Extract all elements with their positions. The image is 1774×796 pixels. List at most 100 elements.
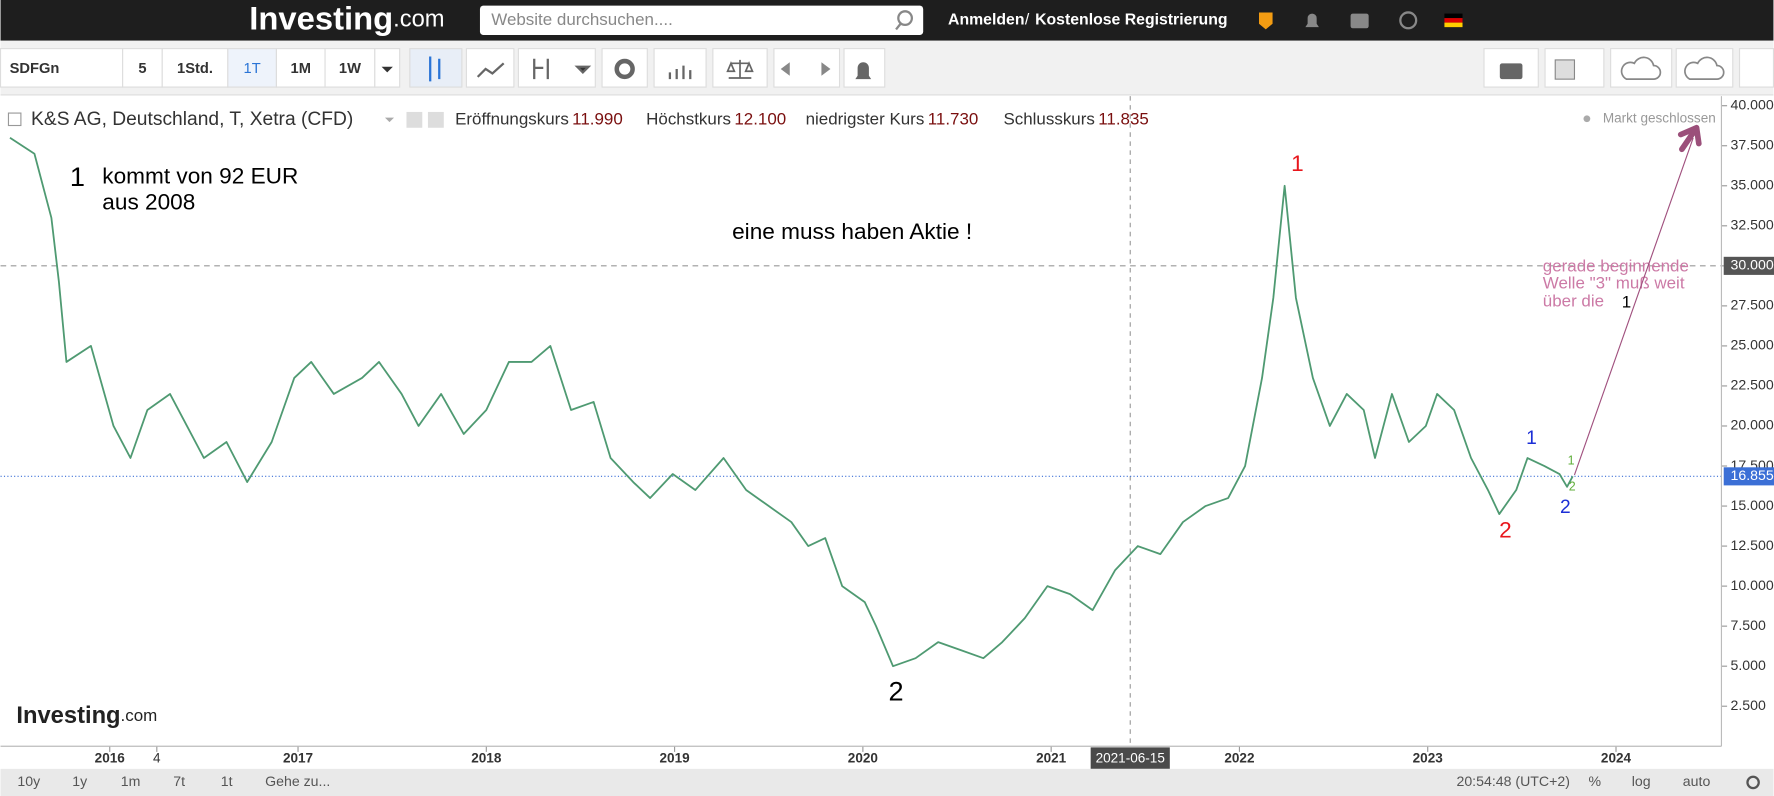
x-tick-label: 4 xyxy=(153,750,161,765)
y-tick-label: 35.000 xyxy=(1730,177,1773,193)
interval-label[interactable]: 1W xyxy=(339,61,361,77)
x-tick-label: 2020 xyxy=(848,750,878,765)
y-tick-label: 5.000 xyxy=(1730,657,1765,673)
watermark-main: Investing xyxy=(16,703,120,729)
price-line xyxy=(9,136,1574,668)
search-icon[interactable] xyxy=(897,10,914,27)
field-value: 11.730 xyxy=(928,109,979,128)
bell-icon[interactable] xyxy=(1305,13,1319,28)
search-box[interactable] xyxy=(479,5,924,36)
search-placeholder: Website durchsuchen.... xyxy=(491,10,673,29)
interval-button[interactable] xyxy=(161,48,229,88)
scale-option[interactable]: log xyxy=(1632,773,1651,789)
login-link[interactable]: Anmelden xyxy=(948,12,1024,29)
interval-label[interactable]: 1M xyxy=(291,61,311,77)
x-tick-label: 2024 xyxy=(1601,750,1632,765)
field-value: 12.100 xyxy=(734,109,786,128)
logo-suffix: .com xyxy=(393,7,444,33)
annotation: eine muss haben Aktie ! xyxy=(732,219,972,244)
x-tick-label: 2022 xyxy=(1224,750,1254,765)
field-value: 11.990 xyxy=(572,109,623,128)
scale-option[interactable]: auto xyxy=(1683,773,1711,789)
dropdown-arrow xyxy=(381,66,393,73)
interval-button[interactable] xyxy=(275,48,326,88)
annotation: kommt von 92 EUR xyxy=(102,163,298,188)
y-tick-label: 27.500 xyxy=(1730,297,1773,313)
y-tick-label: 2.500 xyxy=(1730,697,1765,713)
flag-de-gold xyxy=(1444,22,1463,28)
scale-option[interactable]: % xyxy=(1589,773,1602,789)
cloud-down-icon xyxy=(1620,56,1662,80)
x-tick-label: 2016 xyxy=(95,750,126,765)
logo: Investing.com xyxy=(249,0,444,36)
settings-icon[interactable] xyxy=(427,111,444,128)
y-tick-label: 37.500 xyxy=(1730,136,1773,152)
clock: 20:54:48 (UTC+2) xyxy=(1456,773,1569,789)
x-tick-label: 2018 xyxy=(471,750,502,765)
gear-icon xyxy=(614,58,635,80)
flag-de[interactable] xyxy=(1444,13,1463,19)
range-button[interactable]: 7t xyxy=(173,773,185,789)
annotation: 2 xyxy=(888,675,903,706)
visibility-icon[interactable] xyxy=(406,111,423,128)
range-button[interactable]: 10y xyxy=(17,773,41,789)
ohlc-fields: Eröffnungskurs 11.990 Höchstkurs 12.100 nied… xyxy=(455,109,1149,128)
y-tick-label: 10.000 xyxy=(1730,577,1773,593)
interval-label[interactable]: 1Std. xyxy=(177,61,213,77)
projection-line xyxy=(1573,137,1694,476)
candle-icon xyxy=(429,56,441,82)
watermark-suffix: .com xyxy=(121,706,158,725)
field-label: niedrigster Kurs xyxy=(806,109,925,128)
interval-button[interactable] xyxy=(227,48,277,88)
field-label: Höchstkurs xyxy=(646,109,731,128)
clock-icon[interactable] xyxy=(1399,11,1418,30)
search-icon-handle xyxy=(895,23,902,31)
instrument-dropdown[interactable] xyxy=(384,117,395,123)
goto-button[interactable]: Gehe zu... xyxy=(265,773,330,789)
interval-button[interactable] xyxy=(122,48,163,88)
line-icon xyxy=(476,62,505,78)
pro-icon[interactable] xyxy=(1258,12,1273,30)
footer-settings-icon[interactable] xyxy=(1746,775,1760,790)
projection-arrowhead xyxy=(1677,124,1702,153)
line-type-button[interactable] xyxy=(465,48,515,88)
range-button[interactable]: 1t xyxy=(221,773,233,789)
annotation: gerade beginnende xyxy=(1543,256,1689,275)
logo-main: Investing xyxy=(249,0,393,36)
indicator-icon xyxy=(533,58,592,80)
register-link[interactable]: Kostenlose Registrierung xyxy=(1035,12,1227,29)
separator: / xyxy=(1025,12,1030,29)
x-tick-label: 2021 xyxy=(1036,750,1067,765)
layout-icon xyxy=(1554,59,1576,80)
symbol-box[interactable] xyxy=(0,48,124,88)
load-button[interactable] xyxy=(1610,48,1673,88)
y-tick-label: 7.500 xyxy=(1730,617,1765,633)
crosshair-label: 2021-06-15 xyxy=(1096,750,1165,765)
annotation: über die xyxy=(1543,291,1604,310)
scale-icon xyxy=(726,59,754,79)
field-label: Schlusskurs xyxy=(1003,109,1094,128)
annotation: 1 xyxy=(1526,428,1537,449)
y-tick-label: 12.500 xyxy=(1730,537,1773,553)
y-tick-label: 25.000 xyxy=(1730,337,1773,353)
range-button[interactable]: 1y xyxy=(72,773,88,789)
interval-label[interactable]: 5 xyxy=(138,61,146,77)
compare-button[interactable] xyxy=(712,48,768,88)
reference-label: 16.855 xyxy=(1730,467,1773,483)
annotation: 1 xyxy=(1291,151,1304,176)
fullscreen-button[interactable] xyxy=(1738,48,1774,88)
studies-button[interactable] xyxy=(653,48,707,88)
collapse-toggle[interactable] xyxy=(7,112,22,127)
camera-icon xyxy=(1499,63,1523,80)
interval-label[interactable]: 1T xyxy=(244,61,261,77)
portfolio-icon[interactable] xyxy=(1350,13,1369,29)
studies-icon xyxy=(668,65,692,80)
flag-de-red xyxy=(1444,18,1463,23)
range-button[interactable]: 1m xyxy=(121,773,141,789)
annotation: 2 xyxy=(1499,517,1512,542)
candle-type-button[interactable] xyxy=(409,48,463,88)
x-tick-label: 2019 xyxy=(660,750,691,765)
settings-button[interactable] xyxy=(601,48,648,88)
reference-label-box xyxy=(1723,256,1774,275)
